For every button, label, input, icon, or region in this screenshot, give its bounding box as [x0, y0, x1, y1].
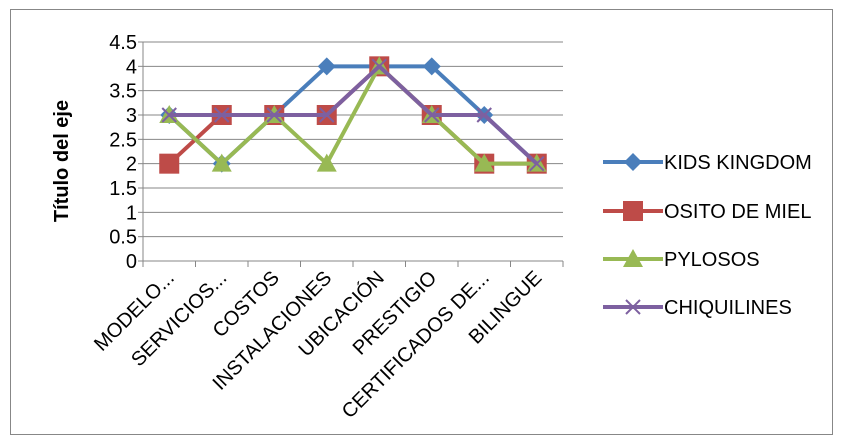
legend-label: PYLOSOS [664, 249, 760, 271]
series-layer [159, 56, 547, 174]
data-point [422, 57, 441, 76]
legend-item: OSITO DE MIEL [603, 201, 811, 223]
y-tick-label: 3.5 [109, 81, 137, 103]
data-point [371, 58, 387, 75]
series-line [167, 64, 537, 166]
legend-label: CHIQUILINES [664, 297, 792, 319]
legend: KIDS KINGDOM OSITO DE MIEL PYLOSOS CHIQUILI… [603, 152, 812, 319]
legend-marker [623, 201, 643, 221]
series-line [169, 64, 539, 166]
data-point [474, 153, 495, 172]
data-point [214, 107, 230, 123]
y-tick-label: 1 [126, 202, 137, 224]
chart-frame [10, 9, 833, 435]
y-tick-label: 4.5 [109, 32, 137, 54]
data-point [161, 107, 177, 123]
series-chiquilines [161, 58, 545, 172]
y-tick-label: 0 [126, 251, 137, 273]
y-tick-label: 2 [126, 154, 137, 176]
y-axis-title: Título del eje [51, 100, 73, 222]
data-point [319, 107, 335, 123]
y-tick-label: 2.5 [109, 129, 137, 151]
data-point [266, 107, 282, 123]
legend-item: PYLOSOS [603, 249, 760, 271]
gridlines [143, 41, 563, 238]
legend-label: KIDS KINGDOM [664, 152, 812, 174]
legend-label: OSITO DE MIEL [664, 201, 811, 223]
data-point [159, 153, 180, 174]
data-point [476, 107, 492, 123]
legend-marker [625, 299, 641, 315]
y-tick-label: 1.5 [109, 178, 137, 200]
data-point [211, 153, 232, 172]
data-point [424, 107, 440, 123]
y-tick-label: 4 [126, 56, 137, 78]
data-point [316, 153, 337, 172]
data-point [317, 57, 336, 76]
legend-marker [624, 153, 642, 171]
legend-marker [623, 249, 643, 267]
legend-item: KIDS KINGDOM [603, 152, 812, 174]
y-tick-label: 3 [126, 105, 137, 127]
y-tick-label: 0.5 [109, 227, 137, 249]
legend-item: CHIQUILINES [603, 297, 792, 319]
data-point [529, 155, 545, 172]
